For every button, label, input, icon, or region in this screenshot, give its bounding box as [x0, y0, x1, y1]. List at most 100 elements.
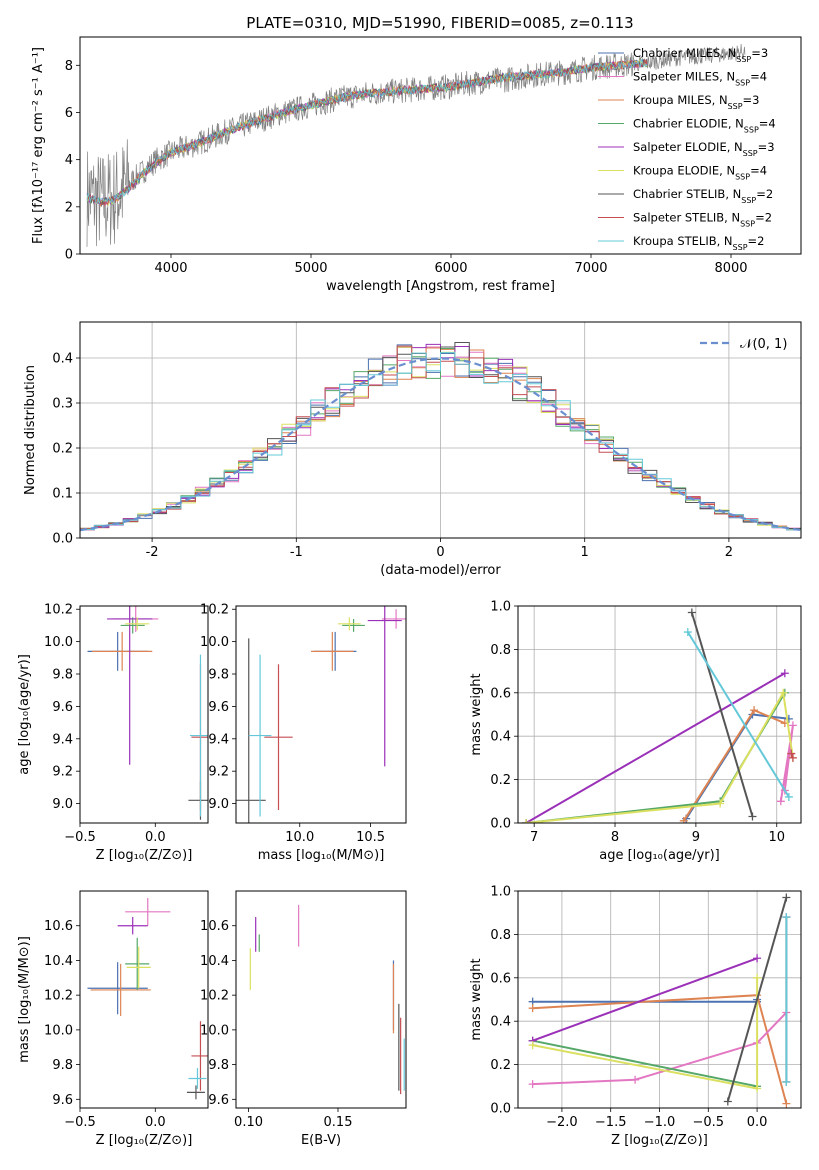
weight_vs_Z-series-6	[726, 897, 788, 1102]
age_vs_Z-ylabel: age [log₁₀(age/yr)]	[17, 654, 32, 775]
spectrum-xtick-label: 4000	[154, 261, 187, 276]
legend-nssp: =2	[755, 211, 772, 225]
mass_vs_ebv-xtick-label: 0.15	[324, 1115, 353, 1130]
model-spectrum-1	[86, 59, 648, 207]
weight_vs_Z-marker	[753, 954, 762, 963]
weight_vs_Z-ytick-label: 0.6	[490, 971, 511, 986]
legend-nssp: =3	[743, 93, 760, 107]
mass_vs_Z-ytick-label: 10.6	[44, 919, 73, 934]
spectrum-ytick-label: 4	[65, 153, 73, 168]
weight_vs_Z-panel: −2.0 −1.5 −1.0 −0.5 0.0 0.0 0.2 0.4 0.6 0.8 1.0 Z […	[469, 885, 802, 1148]
mass_vs_ebv-ytick-label: 9.6	[208, 1093, 229, 1108]
age_vs_Z-ytick-label: 10.0	[44, 635, 73, 650]
age_vs_mass-ytick-label: 9.2	[208, 765, 229, 780]
model-spectrum-0	[86, 58, 648, 206]
weight_vs_Z-series-5	[532, 977, 759, 1090]
age_vs_mass-ytick-label: 10.2	[200, 603, 229, 618]
weight_vs_age-series-5	[525, 689, 794, 823]
legend-subscript: SSP	[736, 55, 751, 64]
legend-nssp: =2	[756, 187, 773, 201]
legend-nssp: =4	[759, 117, 776, 131]
weight_vs_Z-ytick-label: 0.4	[490, 1015, 511, 1030]
weight_vs_Z-ytick-label: 0.8	[490, 928, 511, 943]
legend-subscript: SSP	[744, 125, 759, 134]
spectrum-ytick-label: 8	[65, 59, 73, 74]
weight_vs_Z-marker	[753, 973, 762, 982]
weight_vs_Z-xlabel: Z [log₁₀(Z/Z⊙)]	[611, 1133, 708, 1148]
age_vs_Z-ytick-label: 9.6	[52, 700, 73, 715]
weight_vs_Z-ytick-label: 0.0	[490, 1102, 511, 1117]
mass_vs_Z-ylabel: mass [log₁₀(M/M⊙)]	[17, 936, 32, 1063]
gaussian-curve	[80, 357, 801, 532]
weight_vs_age-marker	[779, 688, 788, 697]
weight_vs_age-ytick-label: 1.0	[490, 600, 511, 615]
weight_vs_age-marker	[522, 819, 531, 823]
legend-entry-7: Salpeter STELIB, NSSP=2	[633, 211, 772, 229]
mass_vs_Z-ytick-label: 10.4	[44, 954, 73, 969]
weight_vs_age-series-8	[686, 631, 790, 798]
legend-subscript: SSP	[743, 149, 758, 158]
mass_vs_ebv-frame	[235, 890, 407, 1109]
mass_vs_Z-plot-area	[87, 897, 208, 1100]
age_vs_Z-ytick-label: 9.4	[52, 732, 73, 747]
age_vs_Z-xlabel: Z [log₁₀(Z/Z⊙)]	[96, 848, 193, 863]
weight_vs_age-marker	[748, 812, 757, 821]
mass_vs_ebv-ytick-label: 10.4	[200, 954, 229, 969]
weight_vs_Z-series-4	[532, 957, 758, 1042]
spectrum-ytick-label: 6	[65, 106, 73, 121]
residuals-ytick-label: 0.0	[52, 532, 73, 547]
mass_vs_Z-xtick-label: 0.0	[145, 1115, 166, 1130]
legend-subscript: SSP	[733, 243, 748, 252]
age_vs_mass-panel: 10.0 10.5 9.0 9.2 9.4 9.6 9.8 10.0 10.2 mass [log…	[200, 603, 407, 863]
weight_vs_Z-marker	[782, 1099, 791, 1108]
legend-nssp: =3	[758, 140, 775, 154]
age_vs_mass-plot-area	[236, 606, 406, 823]
weight_vs_age-marker	[788, 721, 797, 730]
legend-subscript: SSP	[728, 102, 743, 111]
residuals-ytick-label: 0.2	[52, 442, 73, 457]
mass_vs_Z-ytick-label: 9.6	[52, 1093, 73, 1108]
weight_vs_age-xtick-label: 8	[611, 830, 619, 845]
age_vs_Z-xtick-label: 0.0	[145, 830, 166, 845]
weight_vs_age-ytick-label: 0.8	[490, 643, 511, 658]
weight_vs_Z-marker	[782, 893, 791, 902]
weight_vs_age-marker	[776, 797, 785, 806]
weight_vs_Z-ylabel: mass weight	[469, 958, 484, 1040]
weight_vs_age-xlabel: age [log₁₀(age/yr)]	[599, 848, 720, 863]
spectrum-panel: 4000 5000 6000 7000 8000 0 2 4 6 8 wavelength [Ang…	[31, 36, 802, 294]
legend-entry-5: Kroupa ELODIE, NSSP=4	[633, 164, 767, 182]
weight_vs_Z-xtick-label: −0.5	[693, 1115, 725, 1130]
legend-entry-2: Kroupa MILES, NSSP=3	[633, 93, 759, 111]
age_vs_Z-ytick-label: 9.8	[52, 668, 73, 683]
weight_vs_age-marker	[788, 753, 797, 762]
mass_vs_ebv-panel: 0.10 0.15 9.6 9.8 10.0 10.2 10.4 10.6 E(B-V)	[200, 890, 407, 1148]
legend-entry-3: Chabrier ELODIE, NSSP=4	[633, 117, 776, 135]
age_vs_Z-frame	[79, 605, 209, 824]
spectrum-xtick-label: 8000	[714, 261, 747, 276]
legend-entry-4: Salpeter ELODIE, NSSP=3	[633, 140, 775, 158]
model-spectrum-5	[86, 59, 648, 207]
legend-subscript: SSP	[741, 196, 756, 205]
weight_vs_age-marker	[716, 799, 725, 808]
weight_vs_age-series-4	[525, 672, 786, 823]
weight_vs_age-plot-area	[522, 608, 797, 823]
weight_vs_Z-series-3	[532, 1039, 758, 1088]
legend-subscript: SSP	[735, 172, 750, 181]
weight_vs_Z-xtick-label: −1.0	[644, 1115, 676, 1130]
legend-entry-0: Chabrier MILES, NSSP=3	[633, 46, 768, 64]
age_vs_Z-ytick-label: 9.0	[52, 797, 73, 812]
weight_vs_age-ylabel: mass weight	[469, 673, 484, 755]
spectrum-frame	[79, 36, 802, 255]
spectrum-ylabel: Flux [fλ10⁻¹⁷ erg cm⁻² s⁻¹ A⁻¹]	[31, 47, 46, 244]
weight_vs_Z-marker	[528, 1041, 537, 1050]
residuals-plot-area	[80, 342, 801, 532]
weight_vs_age-ytick-label: 0.4	[490, 730, 511, 745]
residuals-xtick-label: 1	[581, 545, 589, 560]
weight_vs_age-series-6	[690, 612, 754, 817]
weight_vs_Z-marker	[782, 913, 791, 922]
age_vs_Z-ytick-label: 9.2	[52, 765, 73, 780]
weight_vs_Z-marker	[782, 1077, 791, 1086]
weight_vs_Z-marker	[723, 1097, 732, 1106]
residuals-ytick-label: 0.3	[52, 397, 73, 412]
